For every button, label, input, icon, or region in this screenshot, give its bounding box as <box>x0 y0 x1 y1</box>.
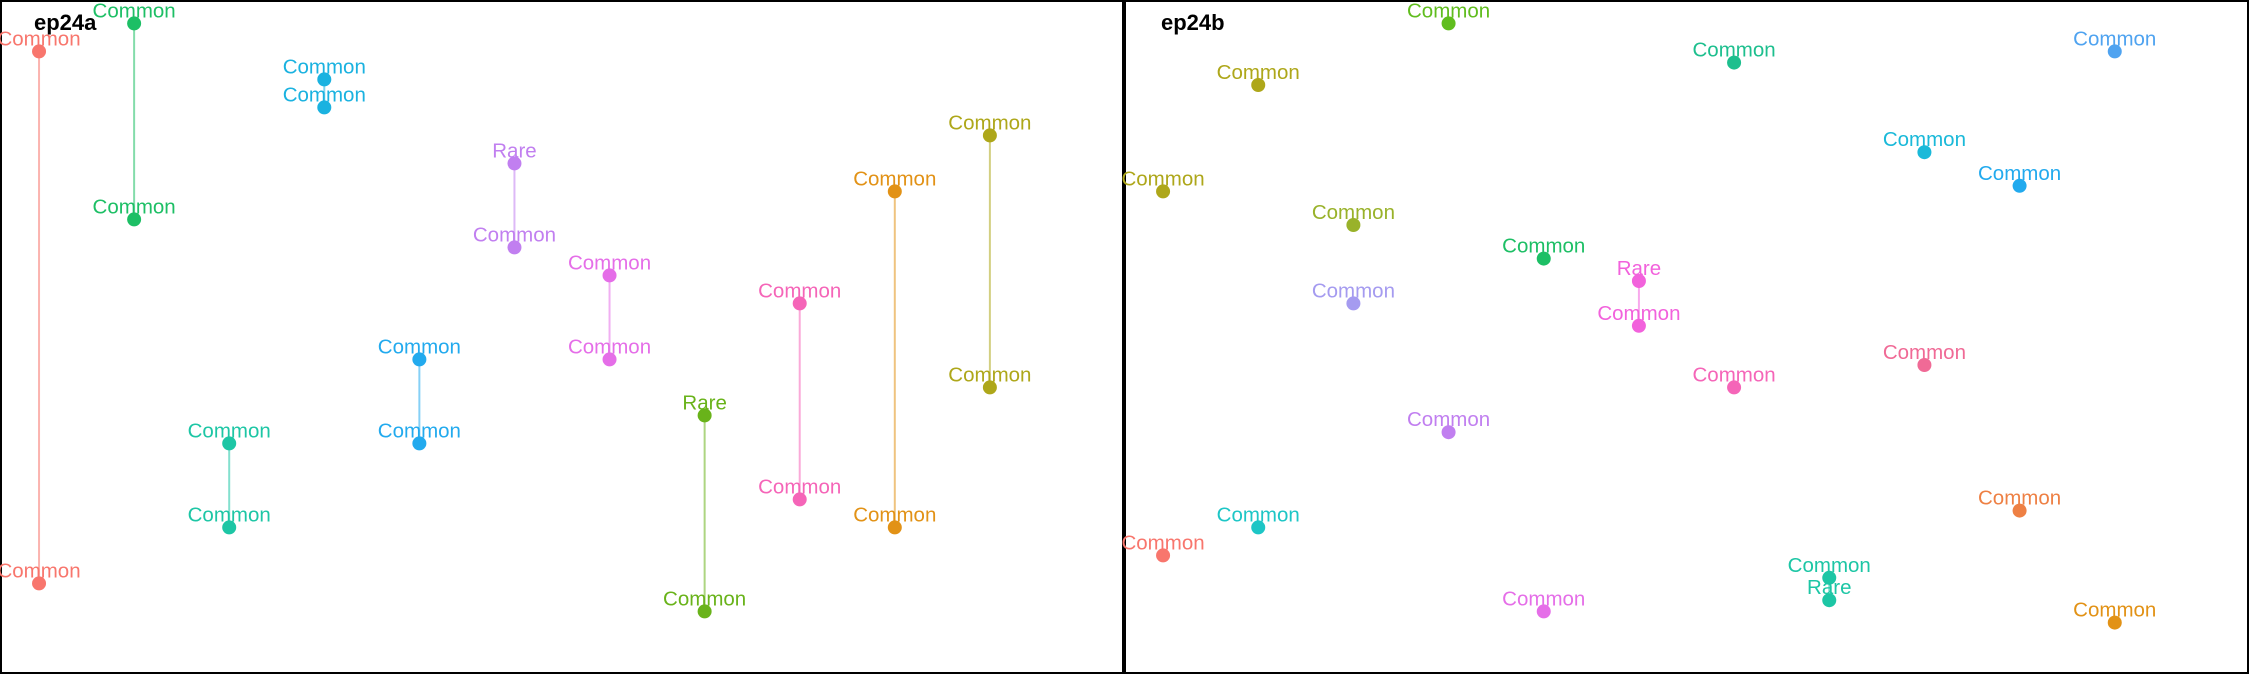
point-label-3: Common <box>1217 503 1300 526</box>
data-point-20 <box>982 128 997 143</box>
data-point-21 <box>982 380 997 395</box>
panel-title-ep24b: ep24b <box>1161 10 1225 35</box>
data-point-18 <box>887 184 902 199</box>
point-label-3: Common <box>93 195 176 218</box>
data-point-21 <box>2107 615 2122 630</box>
data-point-14 <box>697 408 712 423</box>
data-point-12 <box>1727 55 1742 70</box>
point-label-8: Common <box>378 335 461 358</box>
point-label-13: Common <box>1692 363 1775 386</box>
data-point-16 <box>792 296 807 311</box>
data-point-9 <box>412 436 427 451</box>
point-label-4: Common <box>1312 201 1395 224</box>
point-label-15: Common <box>663 587 746 610</box>
point-label-7: Common <box>283 83 366 106</box>
point-label-6: Common <box>1407 0 1490 22</box>
data-point-19 <box>887 520 902 535</box>
data-point-17 <box>792 492 807 507</box>
point-label-6: Common <box>283 55 366 78</box>
point-label-17: Common <box>758 475 841 498</box>
point-label-0: Common <box>0 27 81 50</box>
point-label-7: Common <box>1407 408 1490 431</box>
data-point-4 <box>222 436 237 451</box>
data-point-12 <box>602 268 617 283</box>
point-label-12: Common <box>1692 39 1775 62</box>
data-point-10 <box>507 156 522 171</box>
data-point-2 <box>1251 78 1266 92</box>
point-label-1: Common <box>1121 531 1204 554</box>
point-label-9: Common <box>1502 587 1585 610</box>
point-label-16: Common <box>758 279 841 302</box>
data-point-5 <box>222 520 237 535</box>
point-label-18: Common <box>853 167 936 190</box>
data-point-8 <box>1536 251 1551 266</box>
data-point-7 <box>1441 425 1456 440</box>
data-point-6 <box>317 72 332 87</box>
data-point-13 <box>602 352 617 367</box>
data-point-17 <box>1917 358 1932 372</box>
data-point-11 <box>507 240 522 255</box>
data-point-7 <box>317 100 332 115</box>
point-label-0: Common <box>1121 167 1204 190</box>
data-point-10 <box>1631 274 1646 288</box>
data-point-4 <box>1346 218 1361 232</box>
point-label-11: Common <box>1597 302 1680 325</box>
point-label-9: Common <box>378 419 461 442</box>
data-point-2 <box>127 16 142 31</box>
panel-ep24a: Common Common Common Common Common Common Comm… <box>0 0 1031 619</box>
point-label-19: Common <box>1978 487 2061 510</box>
point-label-13: Common <box>568 335 651 358</box>
data-point-3 <box>1251 520 1266 535</box>
point-label-2: Common <box>93 0 176 22</box>
point-label-21: Common <box>2073 599 2156 622</box>
point-label-5: Common <box>1312 279 1395 302</box>
data-point-19 <box>2012 503 2027 518</box>
data-point-11 <box>1631 318 1646 333</box>
data-point-14 <box>1822 570 1837 585</box>
data-point-15 <box>697 604 712 619</box>
point-label-10: Rare <box>1617 257 1661 280</box>
data-point-5 <box>1346 296 1361 311</box>
point-label-5: Common <box>188 503 271 526</box>
data-point-3 <box>127 212 142 227</box>
data-point-18 <box>2012 178 2027 193</box>
point-label-8: Common <box>1502 235 1585 258</box>
data-point-15 <box>1822 593 1837 608</box>
point-label-20: Common <box>2073 27 2156 50</box>
point-label-17: Common <box>1883 341 1966 364</box>
point-label-4: Common <box>188 419 271 442</box>
data-point-1 <box>1156 548 1171 563</box>
panel-title-ep24a: ep24a <box>34 10 97 35</box>
point-label-14: Common <box>1788 554 1871 577</box>
point-label-2: Common <box>1217 61 1300 84</box>
point-label-11: Common <box>473 223 556 246</box>
point-label-10: Rare <box>492 139 536 162</box>
data-point-20 <box>2107 44 2122 59</box>
data-point-1 <box>32 576 47 591</box>
data-point-9 <box>1536 604 1551 619</box>
point-label-16: Common <box>1883 128 1966 151</box>
point-label-18: Common <box>1978 162 2061 185</box>
panel-ep24b: Common Common Common Common Common Common Comm… <box>1121 0 2156 630</box>
data-point-6 <box>1441 16 1456 31</box>
point-label-20: Common <box>948 111 1031 134</box>
data-point-8 <box>412 352 427 367</box>
data-point-13 <box>1727 380 1742 395</box>
point-label-19: Common <box>853 503 936 526</box>
panel-ep24b-border <box>1124 0 2249 674</box>
point-label-1: Common <box>0 559 81 582</box>
data-point-0 <box>1156 184 1171 199</box>
panel-ep24a-border <box>0 0 1124 674</box>
point-label-15: Rare <box>1807 576 1851 599</box>
data-point-16 <box>1917 145 1932 160</box>
data-point-0 <box>32 44 47 59</box>
point-label-14: Rare <box>682 391 726 414</box>
point-label-21: Common <box>948 363 1031 386</box>
point-label-12: Common <box>568 251 651 274</box>
